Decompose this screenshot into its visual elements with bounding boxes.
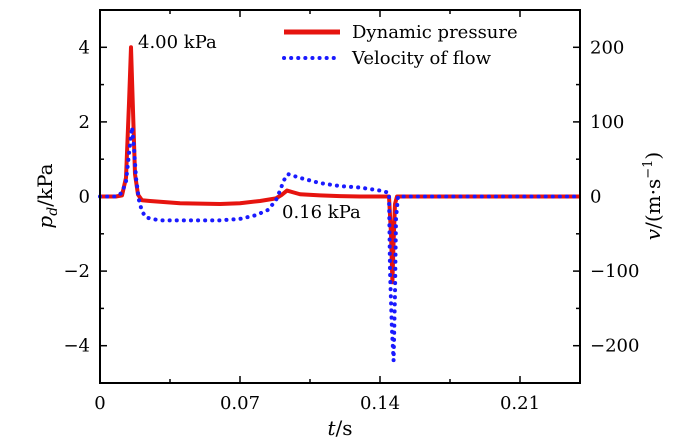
tick-labels: 0 0.07 0.14 0.21 −4 −2 0 2 4 −200 −100 0 100 200 — [63, 37, 639, 414]
legend: Dynamic pressure Velocity of flow — [282, 22, 518, 69]
y-right-tick-label: −200 — [590, 336, 639, 357]
velocity-series-line — [98, 126, 582, 361]
y-left-tick-label: 4 — [79, 37, 90, 58]
y-left-tick-label: −4 — [63, 336, 90, 357]
y-right-tick-label: 0 — [590, 187, 601, 208]
x-axis-title: t/s — [327, 416, 352, 440]
y-right-tick-label: 200 — [590, 37, 624, 58]
annotation-peak-pressure: 4.00 kPa — [138, 32, 217, 53]
x-tick-label: 0 — [94, 393, 105, 414]
y-right-tick-label: −100 — [590, 261, 639, 282]
x-tick-label: 0.07 — [220, 393, 260, 414]
legend-label-velocity: Velocity of flow — [351, 48, 492, 69]
y-left-tick-label: 2 — [79, 112, 90, 133]
x-tick-label: 0.21 — [500, 393, 540, 414]
y-left-axis-title: pd/kPa — [33, 163, 61, 228]
dynamic-pressure-series-line — [100, 45, 580, 285]
annotation-secondary-pressure: 0.16 kPa — [282, 202, 361, 223]
x-tick-label: 0.14 — [360, 393, 400, 414]
series-lines — [98, 45, 582, 361]
y-right-tick-label: 100 — [590, 112, 624, 133]
legend-label-dynamic-pressure: Dynamic pressure — [352, 22, 518, 43]
y-left-tick-label: −2 — [63, 261, 90, 282]
y-left-tick-label: 0 — [79, 187, 90, 208]
y-right-axis-title: v/(m·s−1) — [641, 152, 665, 240]
plot-frame — [99, 9, 581, 384]
